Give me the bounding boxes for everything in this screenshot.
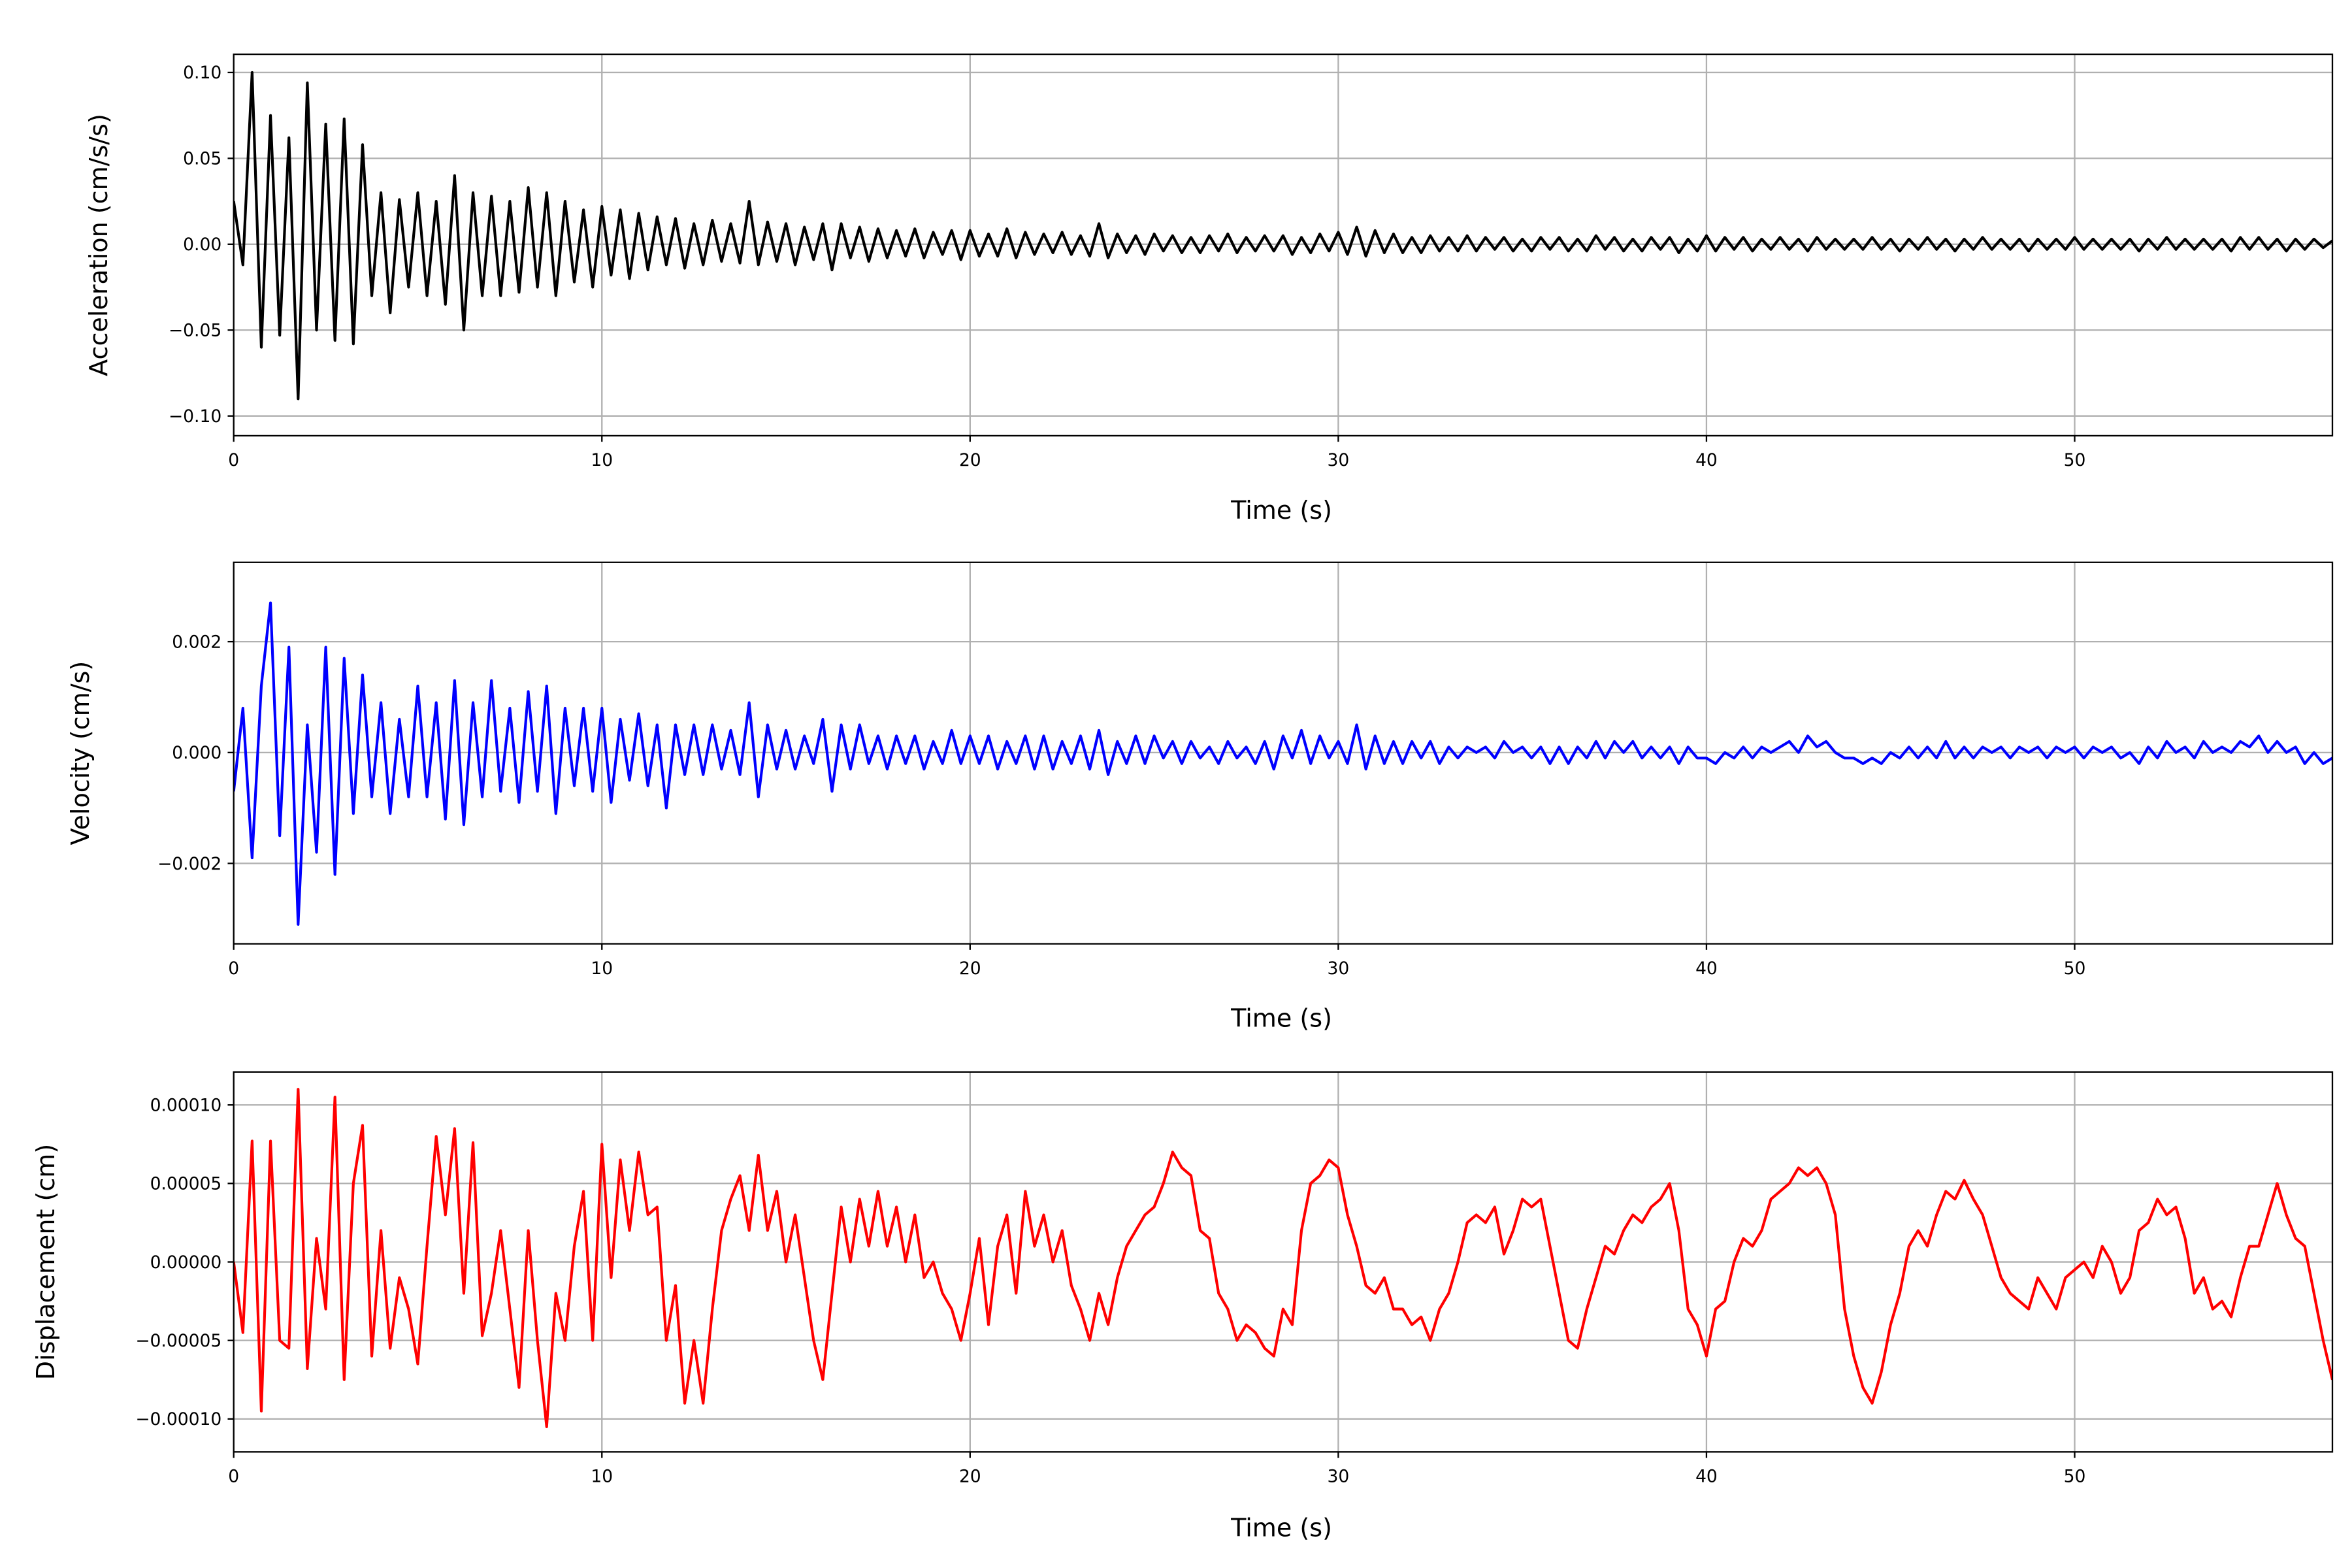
- x-tick-label: 30: [1328, 958, 1350, 979]
- y-tick-label: 0.00005: [150, 1174, 222, 1194]
- y-tick-label: 0.002: [172, 632, 221, 652]
- x-tick-label: 40: [1695, 450, 1718, 470]
- x-axis-label: Time (s): [1230, 496, 1332, 525]
- y-tick-label: 0.10: [183, 63, 221, 83]
- x-tick-label: 10: [591, 958, 613, 979]
- velocity-series-line: [233, 601, 2332, 926]
- y-axis-label: Acceleration (cm/s/s): [84, 114, 113, 376]
- axes-frame: [233, 1071, 2334, 1453]
- y-axis-label: Displacement (cm): [31, 1144, 60, 1380]
- displacement-series-line: [233, 1088, 2332, 1428]
- y-tick-label: −0.00005: [135, 1331, 221, 1351]
- x-tick-label: 20: [959, 450, 981, 470]
- acceleration-panel: 0 10 20 30 40 50 0.10 0.05 0.00 −0.05 −0.10 Time (s…: [84, 53, 2334, 525]
- y-tick-label: −0.05: [169, 320, 221, 340]
- x-tick-label: 0: [228, 450, 239, 470]
- acceleration-series-line: [233, 71, 2332, 400]
- x-tick-label: 0: [228, 1466, 239, 1486]
- x-tick-label: 20: [959, 1466, 981, 1486]
- y-tick-label: −0.002: [157, 854, 221, 874]
- displacement-panel: 0 10 20 30 40 50 0.00010 0.00005 0.00000 −0.00005…: [31, 1071, 2334, 1543]
- y-tick-label: 0.00010: [150, 1095, 222, 1115]
- y-tick-label: 0.05: [183, 149, 221, 169]
- x-tick-label: 10: [591, 450, 613, 470]
- y-tick-label: 0.000: [172, 743, 221, 763]
- x-tick-label: 50: [2064, 450, 2086, 470]
- y-axis-label: Velocity (cm/s): [66, 661, 95, 845]
- velocity-panel: 0 10 20 30 40 50 0.002 0.000 −0.002 Time (s) Veloc…: [66, 561, 2334, 1033]
- y-tick-label: −0.10: [169, 406, 221, 427]
- x-tick-label: 40: [1695, 958, 1718, 979]
- x-tick-label: 10: [591, 1466, 613, 1486]
- x-tick-label: 50: [2064, 1466, 2086, 1486]
- x-tick-label: 40: [1695, 1466, 1718, 1486]
- x-axis-label: Time (s): [1230, 1004, 1332, 1033]
- x-tick-label: 20: [959, 958, 981, 979]
- x-tick-label: 30: [1328, 1466, 1350, 1486]
- x-tick-label: 0: [228, 958, 239, 979]
- x-tick-label: 30: [1328, 450, 1350, 470]
- y-tick-label: 0.00: [183, 235, 221, 255]
- x-axis-label: Time (s): [1230, 1514, 1332, 1543]
- axes-frame: [233, 53, 2334, 437]
- y-tick-label: 0.00000: [150, 1252, 222, 1273]
- axes-frame: [233, 561, 2334, 945]
- y-tick-label: −0.00010: [135, 1409, 221, 1429]
- x-tick-label: 50: [2064, 958, 2086, 979]
